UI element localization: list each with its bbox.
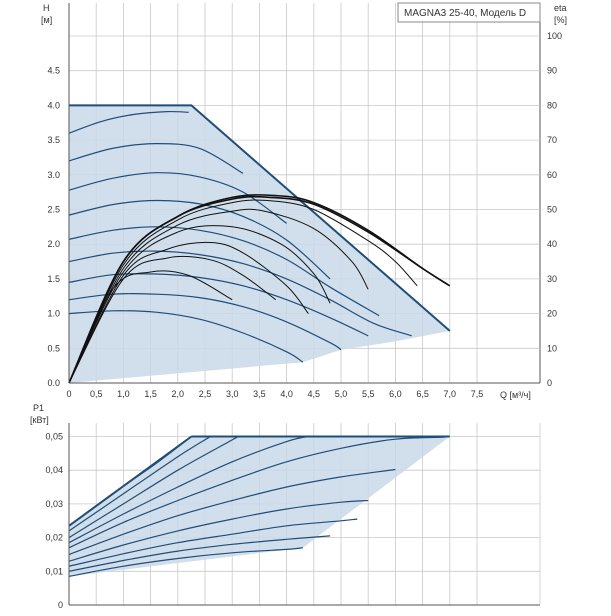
qh-curve-5 xyxy=(68,226,380,317)
y2-tick-label: 30 xyxy=(547,274,557,284)
x-tick-label: 0 xyxy=(66,389,71,399)
p1-tick-label: 0,04 xyxy=(45,465,63,475)
curve-layer xyxy=(68,104,451,577)
p1-curve-4 xyxy=(68,435,309,544)
p1-curve-9 xyxy=(68,535,331,572)
chart-title: MAGNA3 25-40, Модель D xyxy=(404,8,526,19)
y2-axis-label: eta xyxy=(554,3,567,13)
qh-curve-3 xyxy=(68,172,287,224)
p1-tick-label: 0,01 xyxy=(45,566,63,576)
y2-tick-label: 90 xyxy=(547,66,557,76)
eta-curve-4 xyxy=(68,208,369,384)
y-tick-label: 3.5 xyxy=(47,135,60,145)
y2-tick-label: 80 xyxy=(547,100,557,110)
y-tick-label: 0.0 xyxy=(47,378,60,388)
p1-axis-unit: [кВт] xyxy=(30,415,49,425)
p1-curve-7 xyxy=(68,499,369,562)
x-tick-label: 4,5 xyxy=(308,389,321,399)
p1-tick-label: 0,02 xyxy=(45,533,63,543)
qh-max-curve xyxy=(69,104,451,332)
y-tick-label: 4.5 xyxy=(47,66,60,76)
p1-curve-10 xyxy=(68,547,303,577)
qh-curve-4 xyxy=(68,199,331,280)
qh-curve-2 xyxy=(68,142,244,174)
p1-max-curve xyxy=(68,435,192,527)
y-tick-label: 1.0 xyxy=(47,309,60,319)
x-tick-label: 2,5 xyxy=(199,389,212,399)
x-tick-label: 6,5 xyxy=(416,389,429,399)
p1-tick-label: 0,05 xyxy=(45,432,63,442)
y-tick-label: 0.5 xyxy=(47,343,60,353)
y2-axis-unit: [%] xyxy=(554,15,567,25)
x-tick-label: 4,0 xyxy=(280,389,293,399)
y2-tick-label: 10 xyxy=(547,343,557,353)
y-axis-unit: [м] xyxy=(41,15,52,25)
x-tick-label: 3,5 xyxy=(253,389,266,399)
p1-curve-5 xyxy=(68,436,445,549)
y2-tick-label: 40 xyxy=(547,239,557,249)
p1-tick-label: 0,03 xyxy=(45,499,63,509)
y2-tick-label: 70 xyxy=(547,135,557,145)
qh-curve-6 xyxy=(68,250,412,337)
p1-operating-area xyxy=(69,436,450,577)
y-tick-label: 3.0 xyxy=(47,170,60,180)
x-axis-label: Q [м³/ч] xyxy=(500,390,531,400)
x-tick-label: 2,0 xyxy=(172,389,185,399)
y2-tick-label: 20 xyxy=(547,309,557,319)
p1-tick-label: 0 xyxy=(58,600,63,610)
x-tick-label: 7,5 xyxy=(471,389,484,399)
chart-title-box xyxy=(397,2,541,23)
eta-curve-3 xyxy=(68,199,418,384)
qh-curve-1 xyxy=(68,110,189,134)
x-tick-label: 5,0 xyxy=(335,389,348,399)
eta-curve-2 xyxy=(68,195,448,384)
axis-layer: 0 0,5 1,0 1,5 2,0 2,5 3,0 3,5 4,0 4,5 5,0 5,5 6,0 6,5… xyxy=(45,3,562,610)
y-axis-label: H xyxy=(43,3,50,13)
p1-axis-label: P1 xyxy=(33,403,44,413)
x-tick-label: 1,5 xyxy=(144,389,157,399)
x-tick-label: 5,5 xyxy=(362,389,375,399)
eta-curve-8 xyxy=(68,270,233,384)
y2-tick-label: 50 xyxy=(547,205,557,215)
x-tick-label: 1,0 xyxy=(117,389,130,399)
x-tick-label: 0,5 xyxy=(90,389,103,399)
p1-curve-2 xyxy=(68,435,211,532)
y2-tick-label: 0 xyxy=(547,378,552,388)
y-tick-label: 2.5 xyxy=(47,205,60,215)
y-tick-label: 2.0 xyxy=(47,239,60,249)
y2-tick-label: 60 xyxy=(547,170,557,180)
x-tick-label: 7,0 xyxy=(444,389,457,399)
p1-curve-6 xyxy=(68,468,396,556)
x-tick-label: 6,0 xyxy=(389,389,402,399)
p1-curve-8 xyxy=(68,518,358,567)
x-tick-label: 3,0 xyxy=(226,389,239,399)
y-tick-label: 4.0 xyxy=(47,100,60,110)
qh-curve-8 xyxy=(68,293,342,351)
y2-tick-label: 100 xyxy=(547,31,562,41)
y-tick-label: 1.5 xyxy=(47,274,60,284)
qh-curve-9 xyxy=(68,310,304,363)
eta-curve-6 xyxy=(68,241,309,384)
eta-curve-7 xyxy=(68,255,276,384)
